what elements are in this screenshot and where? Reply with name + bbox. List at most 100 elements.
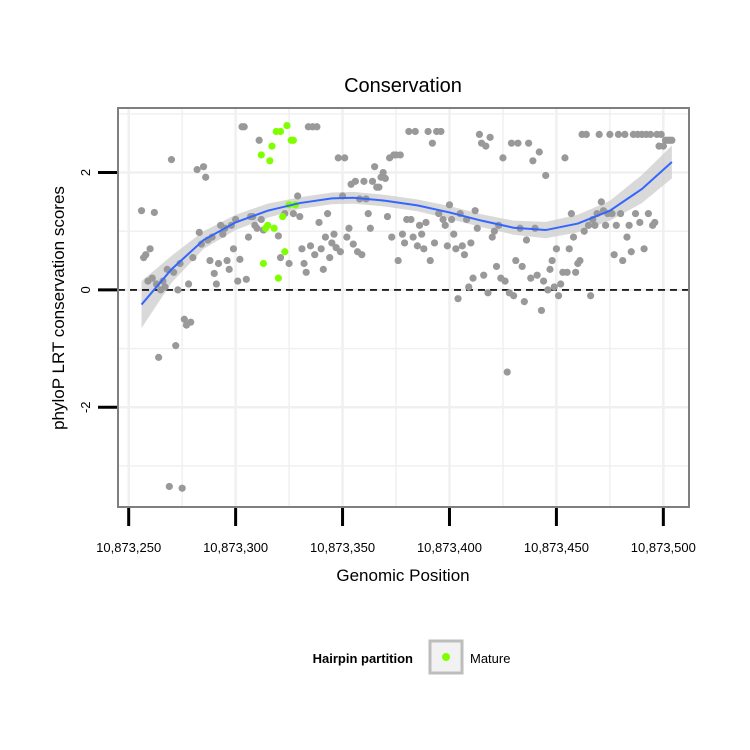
x-tick-label: 10,873,500 <box>631 540 696 555</box>
data-point-other <box>409 233 417 241</box>
data-point-mature <box>270 224 278 232</box>
y-axis-ticks: -2 0 2 <box>78 169 117 413</box>
data-point-other <box>328 239 336 247</box>
data-point-other <box>565 245 573 253</box>
data-point-other <box>460 251 469 259</box>
data-point-other <box>298 245 306 253</box>
data-point-other <box>398 230 407 238</box>
data-point-other <box>552 245 561 253</box>
data-point-other <box>368 177 377 185</box>
data-point-other <box>180 315 188 323</box>
y-tick-label: 0 <box>78 286 93 293</box>
data-point-other <box>396 151 404 159</box>
data-point-other <box>161 283 169 291</box>
data-point-other <box>475 130 484 139</box>
data-point-other <box>420 245 428 253</box>
data-point-other <box>482 142 490 150</box>
data-point-other <box>490 227 498 235</box>
data-point-other <box>546 265 554 273</box>
data-point-other <box>659 142 667 150</box>
data-point-other <box>388 233 396 241</box>
data-point-other <box>561 154 569 162</box>
data-point-other <box>379 168 387 177</box>
data-point-other <box>296 212 304 221</box>
data-point-other <box>535 148 543 156</box>
legend-title: Hairpin partition <box>313 651 413 666</box>
data-point-other <box>539 277 548 285</box>
data-point-other <box>527 274 535 282</box>
data-point-other <box>572 268 580 276</box>
x-axis-ticks: 10,873,250 10,873,300 10,873,350 10,873,400… <box>96 508 696 555</box>
data-point-other <box>587 292 595 300</box>
data-point-mature <box>257 151 265 159</box>
x-tick-label: 10,873,400 <box>417 540 482 555</box>
data-point-mature <box>283 122 291 130</box>
data-point-other <box>510 292 518 300</box>
data-point-other <box>330 230 338 238</box>
data-point-mature <box>259 259 268 268</box>
data-point-other <box>422 218 430 227</box>
data-point-other <box>418 230 426 238</box>
data-point-other <box>178 484 186 492</box>
data-point-other <box>606 130 614 139</box>
data-point-other <box>544 286 552 294</box>
data-point-other <box>569 233 578 241</box>
data-point-other <box>345 224 353 232</box>
legend: Hairpin partition Mature <box>313 639 510 675</box>
data-point-other <box>616 210 625 218</box>
smooth-line-path <box>140 161 673 306</box>
data-point-other <box>657 130 665 139</box>
data-point-other <box>533 271 541 279</box>
data-point-other <box>294 192 302 200</box>
data-point-mature <box>281 248 289 256</box>
data-point-other <box>428 139 436 147</box>
data-point-other <box>206 256 214 265</box>
data-point-other <box>554 292 563 300</box>
data-point-other <box>234 277 242 285</box>
data-point-other <box>315 218 323 227</box>
data-point-other <box>608 210 616 218</box>
data-point-other <box>244 233 253 241</box>
data-point-other <box>285 259 293 268</box>
points-other-series <box>137 123 676 492</box>
data-point-other <box>584 221 593 229</box>
data-point-other <box>631 210 640 218</box>
data-point-other <box>435 210 443 218</box>
data-point-mature <box>268 142 276 150</box>
y-tick-label: 2 <box>78 169 93 176</box>
data-point-other <box>172 342 180 350</box>
data-point-other <box>445 201 454 209</box>
legend-label-mature: Mature <box>470 651 510 666</box>
data-point-other <box>229 245 238 253</box>
data-point-other <box>443 242 451 250</box>
data-point-other <box>623 233 631 241</box>
plot-panel-border <box>117 107 690 508</box>
x-tick-label: 10,873,300 <box>203 540 268 555</box>
data-point-other <box>210 269 218 278</box>
data-point-other <box>644 210 652 218</box>
data-point-other <box>619 256 627 265</box>
data-point-other <box>223 256 231 265</box>
data-point-other <box>601 221 610 229</box>
data-point-other <box>625 221 633 229</box>
data-point-mature <box>276 127 285 136</box>
data-point-mature <box>264 221 272 229</box>
x-axis-label: Genomic Position <box>336 566 469 585</box>
data-point-other <box>627 248 635 256</box>
y-tick-label: -2 <box>78 401 93 413</box>
data-point-other <box>520 298 528 306</box>
data-point-other <box>343 233 351 241</box>
data-point-other <box>142 251 150 259</box>
data-point-other <box>514 139 522 147</box>
data-point-other <box>614 130 623 139</box>
data-point-other <box>323 210 332 218</box>
x-tick-label: 10,873,250 <box>96 540 161 555</box>
data-point-other <box>636 218 644 227</box>
data-point-other <box>187 318 195 326</box>
data-point-other <box>580 227 588 235</box>
data-point-other <box>413 242 422 250</box>
data-point-other <box>257 215 265 224</box>
data-point-other <box>557 280 565 288</box>
data-point-other <box>394 256 402 265</box>
data-point-other <box>492 262 501 271</box>
